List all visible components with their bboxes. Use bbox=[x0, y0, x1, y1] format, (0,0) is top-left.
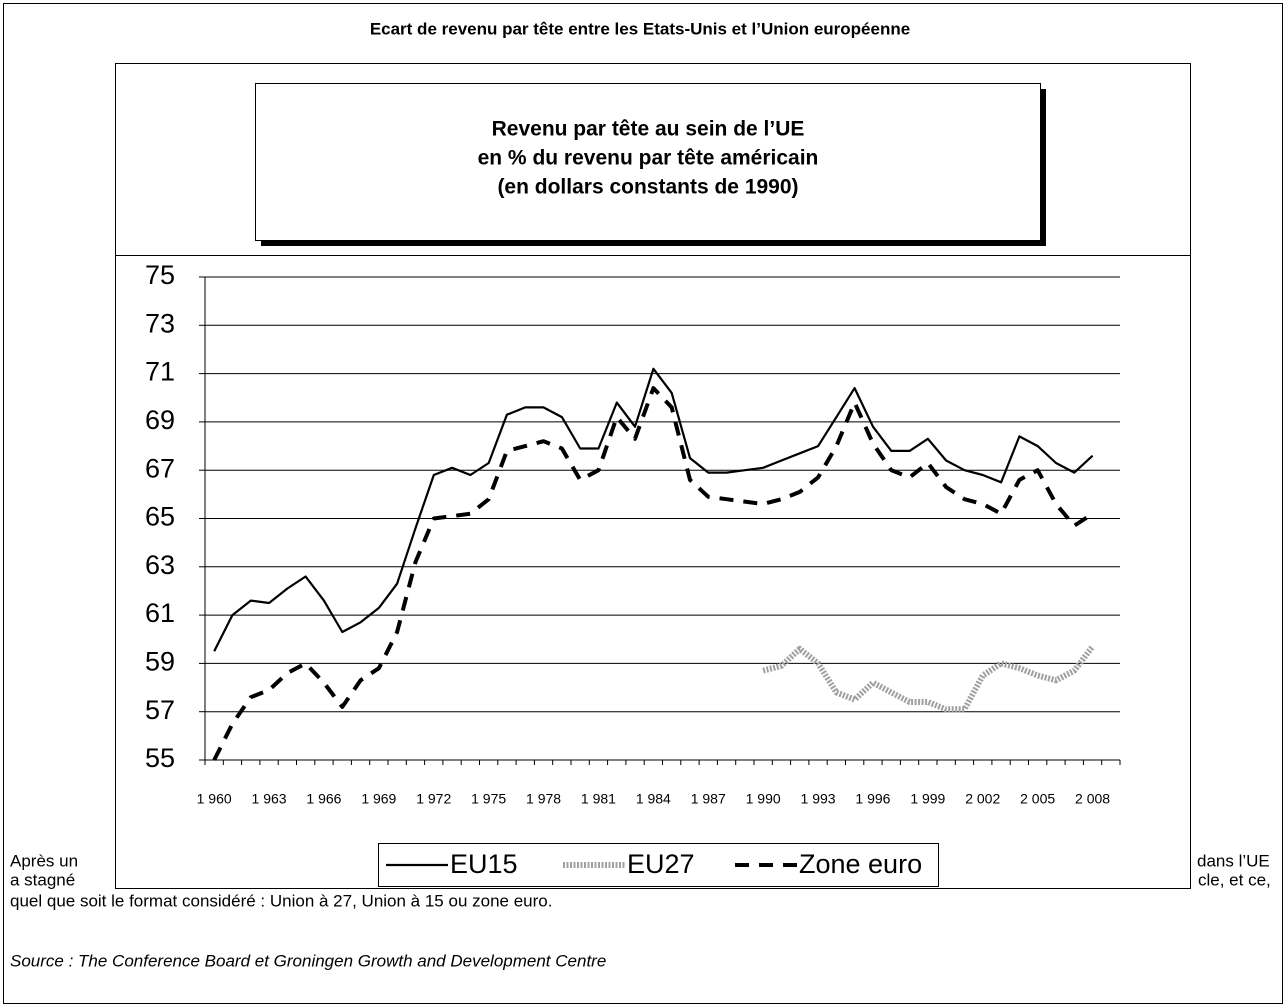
x-tick-label: 1 972 bbox=[416, 791, 451, 807]
series-line bbox=[212, 386, 1094, 761]
x-tick-label: 1 975 bbox=[471, 791, 506, 807]
x-tick-label: 1 996 bbox=[855, 791, 890, 807]
x-tick-label: 1 981 bbox=[581, 791, 616, 807]
x-tick-label: 1 993 bbox=[801, 791, 836, 807]
source: Source : The Conference Board et Groning… bbox=[10, 951, 606, 970]
x-tick-label: 2 005 bbox=[1020, 791, 1055, 807]
x-tick-label: 2 002 bbox=[965, 791, 1000, 807]
x-tick-label: 1 978 bbox=[526, 791, 561, 807]
y-tick-label: 59 bbox=[145, 647, 175, 677]
x-tick-label: 1 999 bbox=[910, 791, 945, 807]
legend bbox=[378, 843, 939, 887]
legend-label: EU15 bbox=[450, 849, 518, 879]
y-tick-label: 55 bbox=[145, 743, 175, 773]
legend-label: Zone euro bbox=[799, 849, 922, 879]
y-tick-label: 57 bbox=[145, 695, 175, 725]
title-box bbox=[255, 83, 1041, 241]
heading: Ecart de revenu par tête entre les Etats… bbox=[370, 19, 910, 38]
paragraph-fragment: quel que soit le format considéré : Unio… bbox=[10, 891, 552, 910]
x-tick-label: 1 966 bbox=[306, 791, 341, 807]
x-tick-label: 1 984 bbox=[636, 791, 671, 807]
chart-title: Revenu par tête au sein de l’UE en % du r… bbox=[478, 118, 819, 199]
paragraph-fragment: dans l’UE bbox=[1197, 851, 1270, 870]
x-tick-label: 2 008 bbox=[1075, 791, 1110, 807]
series-line bbox=[213, 367, 1094, 652]
paragraph-fragment: cle, et ce, bbox=[1198, 870, 1271, 889]
y-tick-label: 67 bbox=[145, 453, 175, 483]
y-tick-label: 61 bbox=[145, 598, 175, 628]
x-tick-label: 1 963 bbox=[252, 791, 287, 807]
y-tick-label: 75 bbox=[145, 260, 175, 290]
series-line bbox=[762, 644, 1095, 713]
x-tick-label: 1 960 bbox=[197, 791, 232, 807]
y-tick-label: 73 bbox=[145, 308, 175, 338]
y-tick-label: 69 bbox=[145, 405, 175, 435]
y-tick-label: 65 bbox=[145, 502, 175, 532]
x-tick-label: 1 987 bbox=[691, 791, 726, 807]
chart-title-line: en % du revenu par tête américain bbox=[478, 147, 819, 170]
chart-title-line: (en dollars constants de 1990) bbox=[497, 176, 798, 199]
chart-title-line: Revenu par tête au sein de l’UE bbox=[492, 118, 805, 141]
y-tick-label: 71 bbox=[145, 357, 175, 387]
paragraph-fragment: a stagné bbox=[10, 870, 75, 889]
x-tick-label: 1 990 bbox=[746, 791, 781, 807]
legend-label: EU27 bbox=[627, 849, 695, 879]
x-tick-label: 1 969 bbox=[361, 791, 396, 807]
paragraph-fragment: Après un bbox=[10, 851, 78, 870]
y-tick-label: 63 bbox=[145, 550, 175, 580]
